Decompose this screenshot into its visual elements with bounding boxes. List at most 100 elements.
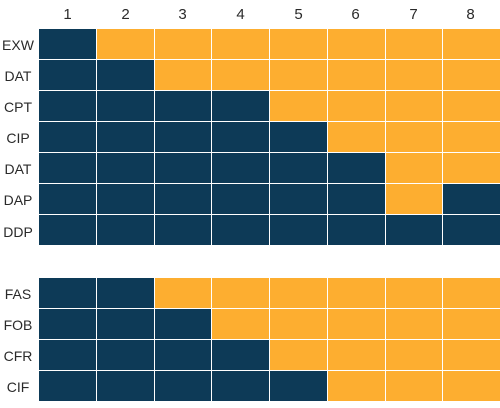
grid-cell-buyer: [270, 278, 327, 308]
grid-cell-seller: [154, 371, 212, 401]
grid-cell-buyer: [327, 29, 385, 59]
grid-cell-seller: [212, 371, 269, 401]
grid-cell-seller: [327, 153, 385, 183]
col-header-3: 3: [178, 6, 187, 23]
grid-cell-buyer: [212, 60, 269, 90]
grid-cell-seller: [39, 309, 96, 339]
grid-cell-buyer: [212, 309, 269, 339]
col-header-6: 6: [351, 6, 360, 23]
grid-cell-buyer: [443, 371, 500, 401]
grid-cell-buyer: [270, 60, 327, 90]
grid-cell-seller: [39, 122, 96, 152]
grid-cell-seller: [270, 153, 327, 183]
grid-cell-buyer: [212, 278, 269, 308]
grid-cell-seller: [96, 278, 154, 308]
grid-cell-seller: [96, 215, 154, 245]
grid-cell-seller: [443, 184, 500, 214]
row-label: DDP: [3, 224, 33, 240]
col-header-1: 1: [63, 6, 72, 23]
grid-cell-seller: [39, 278, 96, 308]
grid-group-2: [39, 278, 500, 401]
grid-cell-buyer: [385, 184, 443, 214]
grid-cell-seller: [212, 184, 269, 214]
grid-cell-buyer: [385, 278, 443, 308]
grid-cell-buyer: [270, 340, 327, 370]
grid-cell-buyer: [385, 60, 443, 90]
grid-group-1: [39, 29, 500, 245]
grid-cell-buyer: [443, 91, 500, 121]
row-label: CIP: [6, 130, 30, 146]
grid-cell-seller: [96, 184, 154, 214]
grid-cell-seller: [154, 122, 212, 152]
grid-cell-buyer: [270, 29, 327, 59]
grid-cell-buyer: [443, 122, 500, 152]
row-label: EXW: [2, 37, 34, 53]
grid-cell-buyer: [385, 122, 443, 152]
grid-cell-seller: [154, 309, 212, 339]
grid-cell-seller: [96, 371, 154, 401]
grid-cell-buyer: [327, 371, 385, 401]
grid-cell-seller: [154, 215, 212, 245]
grid-cell-seller: [96, 122, 154, 152]
row-label: CFR: [3, 348, 33, 364]
grid-cell-buyer: [327, 340, 385, 370]
grid-cell-seller: [270, 215, 327, 245]
grid-cell-buyer: [96, 29, 154, 59]
grid-cell-seller: [212, 340, 269, 370]
grid-cell-seller: [96, 340, 154, 370]
grid-cell-seller: [39, 91, 96, 121]
grid-cell-seller: [270, 122, 327, 152]
grid-cell-seller: [39, 60, 96, 90]
grid-cell-buyer: [270, 309, 327, 339]
grid-cell-seller: [327, 184, 385, 214]
grid-cell-buyer: [327, 122, 385, 152]
grid-cell-seller: [270, 371, 327, 401]
grid-cell-buyer: [385, 340, 443, 370]
grid-cell-seller: [39, 340, 96, 370]
grid-cell-seller: [39, 215, 96, 245]
row-label: FAS: [4, 286, 32, 302]
grid-cell-buyer: [154, 29, 212, 59]
row-label: CPT: [4, 99, 32, 115]
col-header-2: 2: [121, 6, 130, 23]
grid-cell-seller: [154, 184, 212, 214]
col-header-4: 4: [236, 6, 245, 23]
col-header-7: 7: [409, 6, 418, 23]
grid-cell-buyer: [443, 60, 500, 90]
grid-cell-seller: [212, 122, 269, 152]
grid-cell-buyer: [385, 29, 443, 59]
grid-cell-seller: [212, 91, 269, 121]
grid-cell-seller: [39, 184, 96, 214]
grid-cell-seller: [154, 91, 212, 121]
grid-cell-seller: [327, 215, 385, 245]
grid-cell-buyer: [154, 278, 212, 308]
col-header-5: 5: [294, 6, 303, 23]
grid-cell-buyer: [270, 91, 327, 121]
grid-cell-buyer: [385, 91, 443, 121]
grid-cell-seller: [154, 340, 212, 370]
grid-cell-seller: [39, 153, 96, 183]
grid-cell-buyer: [327, 278, 385, 308]
row-label: FOB: [3, 317, 33, 333]
row-label: DAP: [3, 192, 33, 208]
row-label: DAT: [4, 68, 32, 84]
grid-cell-buyer: [385, 153, 443, 183]
grid-cell-buyer: [154, 60, 212, 90]
grid-cell-seller: [39, 29, 96, 59]
grid-cell-seller: [154, 153, 212, 183]
grid-cell-buyer: [327, 309, 385, 339]
grid-cell-buyer: [443, 153, 500, 183]
grid-cell-seller: [96, 60, 154, 90]
grid-cell-seller: [39, 371, 96, 401]
grid-cell-buyer: [443, 340, 500, 370]
grid-cell-buyer: [212, 29, 269, 59]
grid-cell-seller: [96, 153, 154, 183]
grid-cell-buyer: [385, 309, 443, 339]
grid-cell-seller: [96, 91, 154, 121]
grid-cell-seller: [385, 215, 443, 245]
grid-cell-buyer: [385, 371, 443, 401]
grid-cell-buyer: [443, 309, 500, 339]
grid-cell-seller: [96, 309, 154, 339]
grid-cell-seller: [270, 184, 327, 214]
row-label: CIF: [6, 379, 30, 395]
